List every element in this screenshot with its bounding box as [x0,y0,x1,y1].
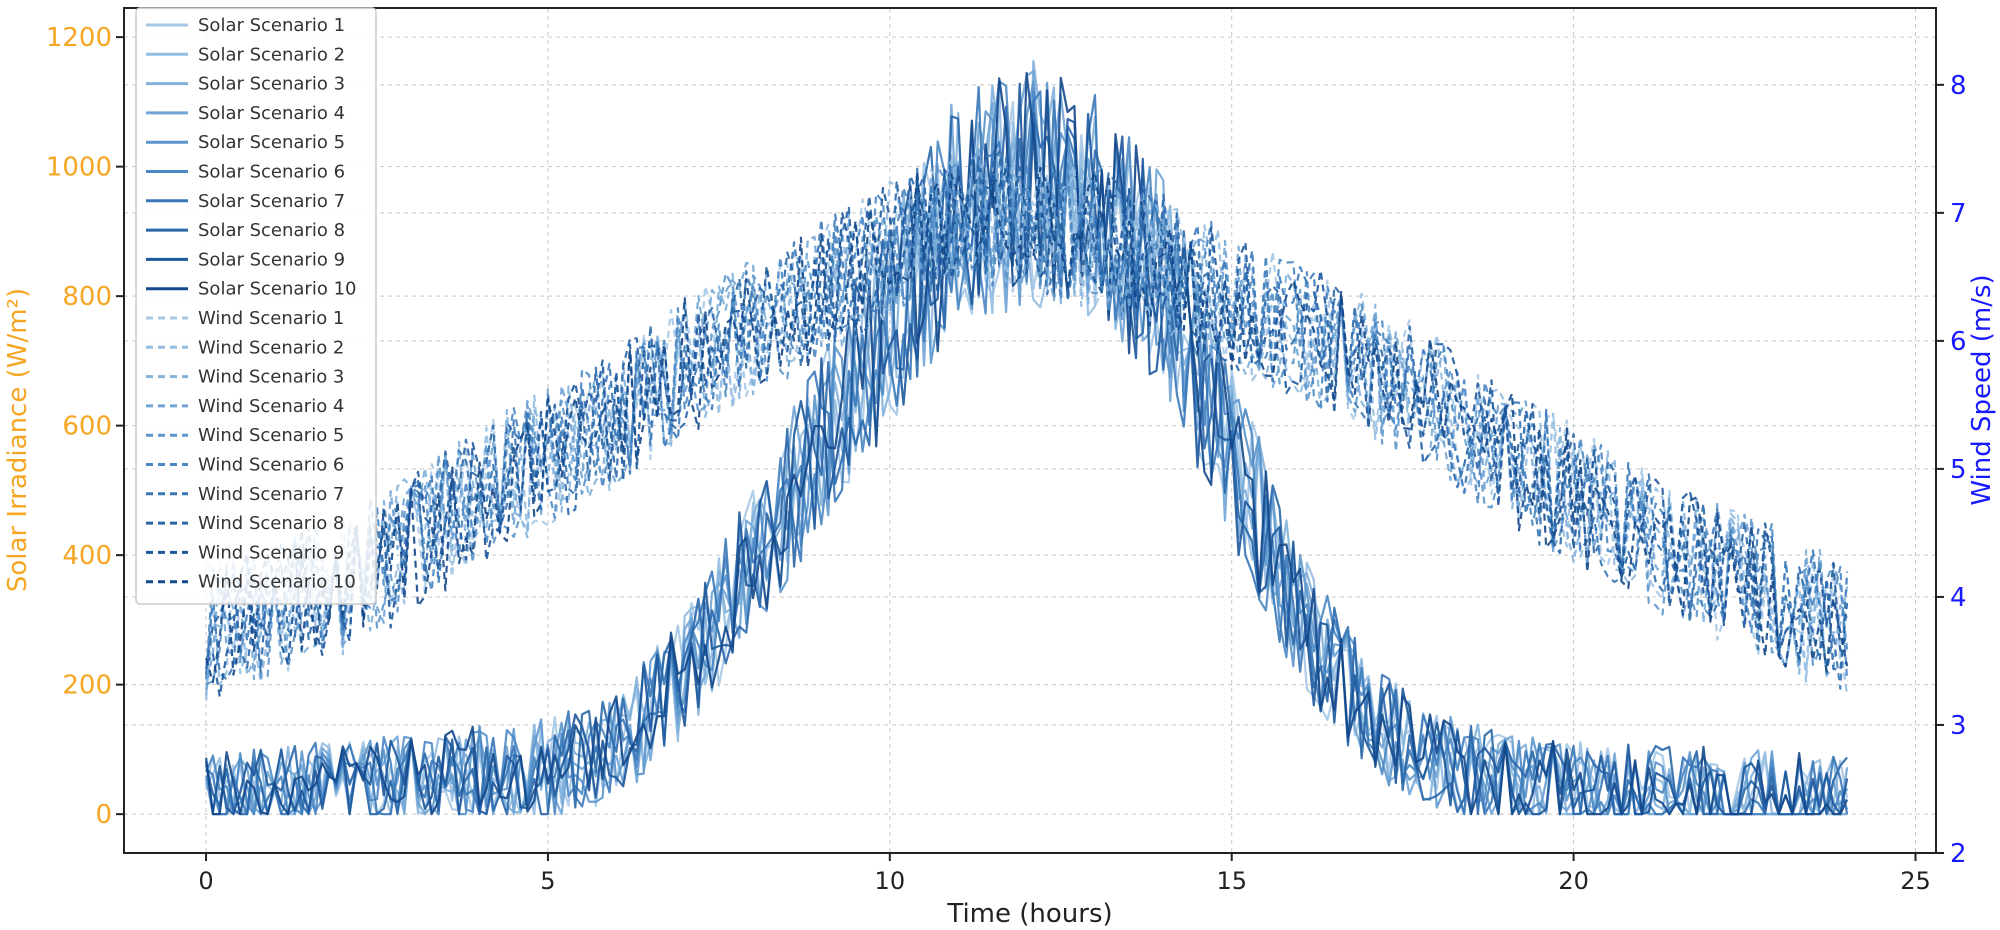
legend-label: Solar Scenario 10 [198,279,356,300]
legend-label: Solar Scenario 7 [198,191,345,212]
y-right-tick-label: 4 [1950,583,1967,613]
legend-label: Solar Scenario 6 [198,162,345,183]
series-lines [205,59,1849,816]
legend-label: Solar Scenario 4 [198,103,345,124]
y-left-tick-label: 600 [62,412,112,442]
legend: Solar Scenario 1 Solar Scenario 2 Solar Sc… [135,7,377,605]
y-left-tick-label: 0 [95,800,112,830]
y-left-tick-label: 800 [62,282,112,312]
legend-label: Solar Scenario 1 [198,15,345,36]
x-tick-label: 5 [540,867,555,895]
x-tick-label: 10 [875,867,906,895]
tick-labels: 0 5 10 15 20 25 0 200 400 600 800 1000 1200 2 3 4 5 6 7 8 [46,23,1967,895]
legend-label: Solar Scenario 9 [198,249,345,270]
legend-label: Solar Scenario 2 [198,44,345,65]
y-right-tick-label: 7 [1950,199,1967,229]
legend-label: Wind Scenario 5 [198,425,344,446]
y-right-tick-label: 5 [1950,455,1967,485]
y-left-tick-label: 1200 [46,23,112,53]
series-line [205,70,1849,816]
y-right-tick-label: 2 [1950,839,1967,869]
legend-label: Wind Scenario 1 [198,308,344,329]
x-axis-label: Time (hours) [946,899,1112,929]
y-right-tick-label: 6 [1950,327,1967,357]
legend-label: Wind Scenario 8 [198,513,344,534]
y-right-tick-label: 8 [1950,71,1967,101]
legend-label: Solar Scenario 5 [198,132,345,153]
legend-label: Wind Scenario 7 [198,484,344,505]
series-line [205,166,1849,684]
series-line [205,105,1848,816]
series-line [205,150,1849,674]
legend-label: Wind Scenario 9 [198,542,344,563]
y-left-tick-label: 1000 [46,153,112,183]
plot-frame [123,7,1937,854]
series-line [205,80,1849,816]
legend-label: Wind Scenario 2 [198,337,344,358]
series-line [205,162,1849,682]
x-tick-label: 20 [1558,867,1589,895]
legend-label: Solar Scenario 3 [198,74,345,95]
legend-label: Wind Scenario 10 [198,572,356,593]
x-tick-label: 25 [1900,867,1931,895]
y-left-tick-label: 400 [62,541,112,571]
y-axis-right-label: Wind Speed (m/s) [1967,274,1997,505]
legend-label: Wind Scenario 6 [198,455,344,476]
legend-label: Wind Scenario 4 [198,396,344,417]
series-line [205,153,1849,690]
y-left-tick-label: 200 [62,671,112,701]
legend-label: Solar Scenario 8 [198,220,345,241]
series-line [205,71,1849,816]
y-right-tick-label: 3 [1950,711,1967,741]
axes [123,7,1937,854]
y-axis-left-label: Solar Irradiance (W/m²) [3,288,33,592]
legend-box [135,7,377,605]
legend-label: Wind Scenario 3 [198,367,344,388]
series-line [205,168,1849,698]
x-tick-label: 0 [198,867,213,895]
x-tick-label: 15 [1216,867,1247,895]
